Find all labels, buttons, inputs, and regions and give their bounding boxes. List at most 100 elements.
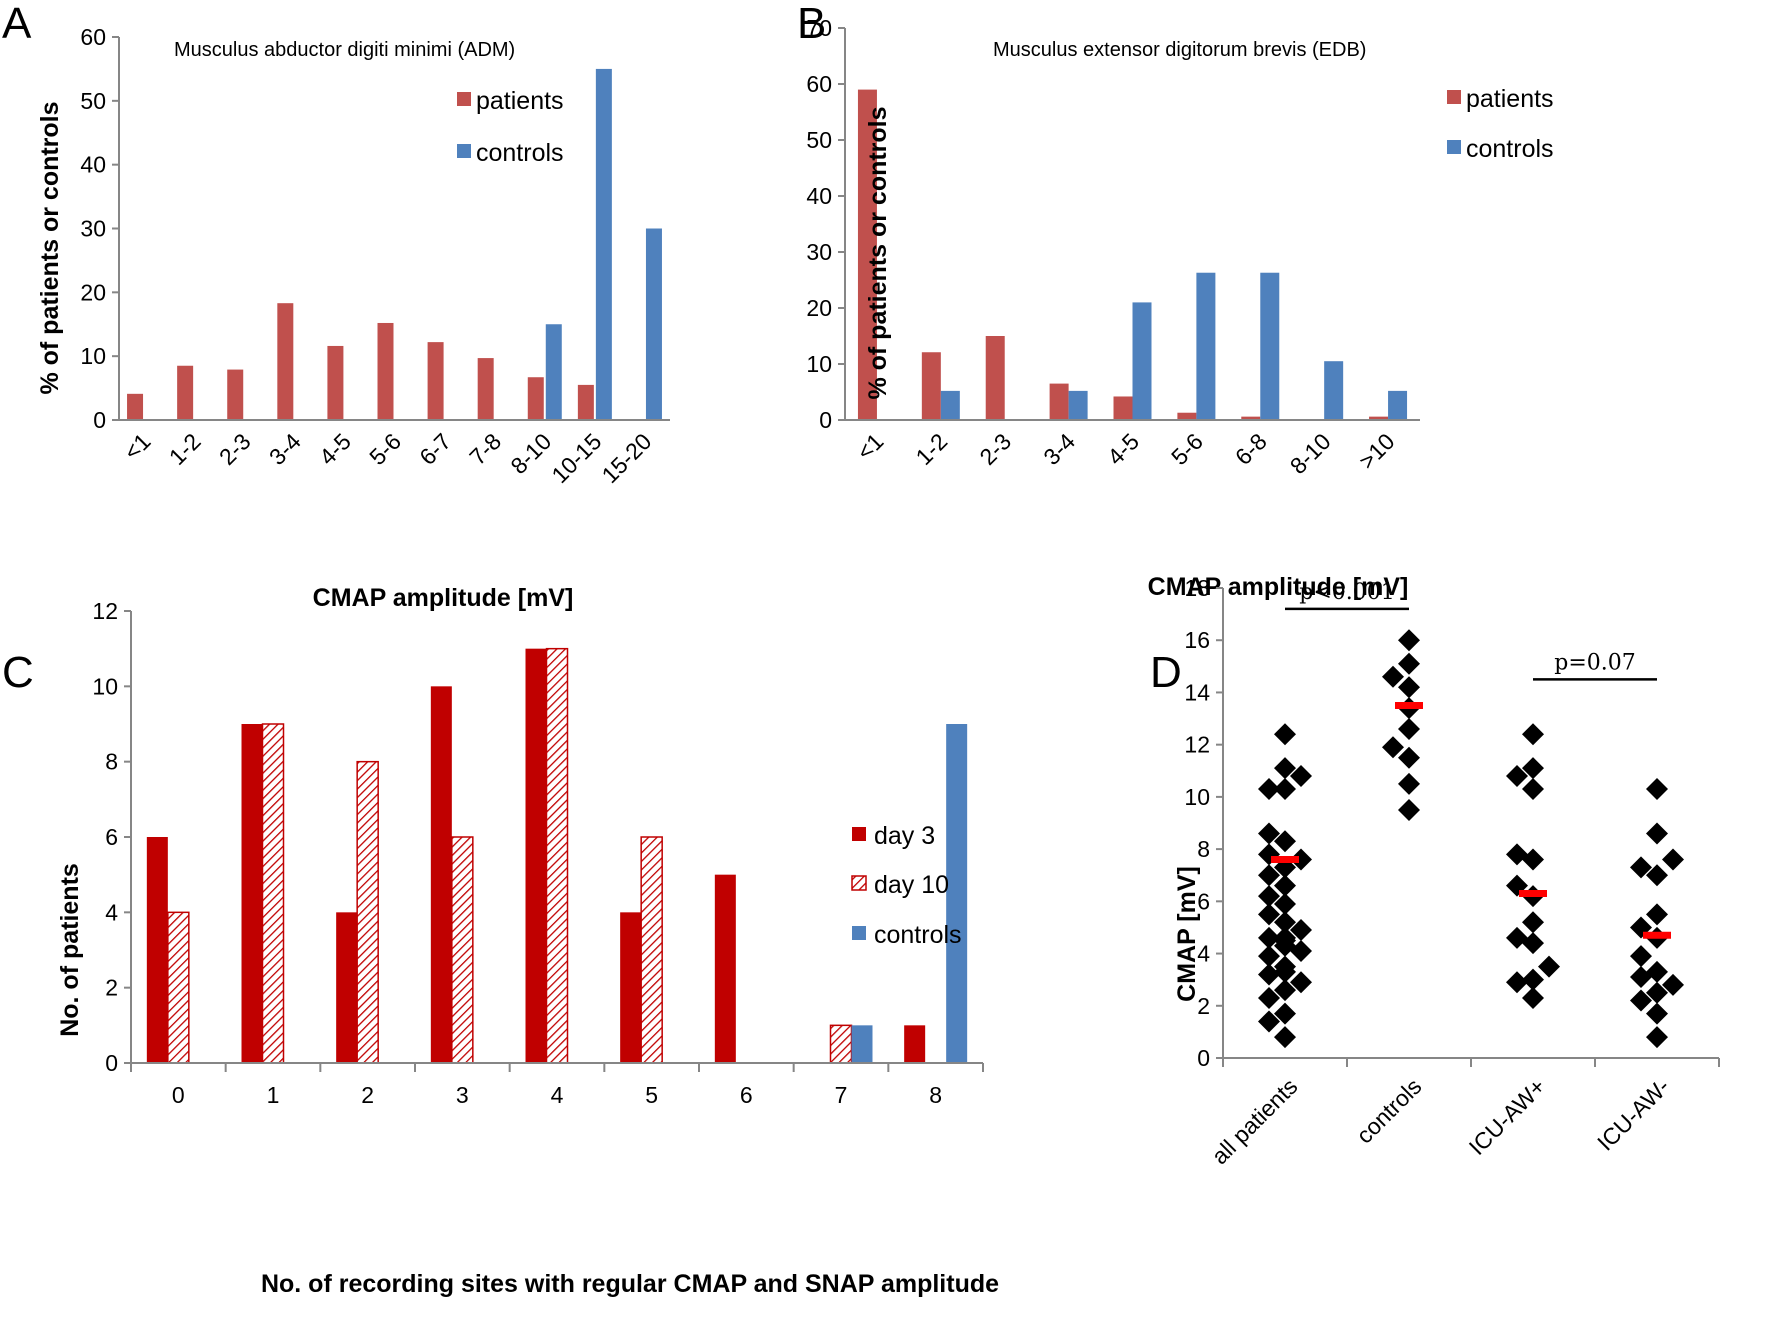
panel-c-bar-day-3-8 [904,1025,926,1063]
panel-a-bar-patients-2-3 [227,369,244,420]
panel-c-bar-day-10-7 [829,1024,853,1064]
panel-a-bar-controls-10-15 [595,68,612,421]
panel-d-point-controls [1382,665,1404,688]
panel-c-y-tick-label: 12 [92,598,118,624]
panel-a-x-tick-label: 1-2 [164,428,206,470]
panel-d-point-all-patients [1258,885,1280,908]
panel-b-bar-controls-1-2 [940,390,960,420]
panel-a-y-tick-label: 30 [80,216,106,242]
panel-d-point-controls [1398,772,1420,795]
panel-c-legend-controls-label: controls [874,921,962,949]
panel-a-bar-controls-8-10 [545,324,562,420]
panel-a-bar-patients-8-10 [527,377,544,420]
panel-d-point-all-patients [1274,757,1296,780]
panel-d-x-tick-label: all patients [1206,1073,1302,1169]
panel-c-bar-day-10-4 [545,647,569,1064]
panel-d-point-controls [1398,676,1420,699]
panel-b-axes [838,27,1420,421]
panel-c-legend-day3-label: day 3 [874,822,935,850]
panel-a-legend-patients-swatch [457,92,471,106]
panel-d-x-tick-label: controls [1351,1073,1426,1148]
panel-b-bar-patients-5-6 [1177,412,1197,420]
panel-d-y-tick-label: 16 [1184,627,1210,653]
panel-a-x-tick-label: 15-20 [597,428,657,488]
panel-d-point-all-patients [1290,919,1312,942]
panel-c-bar-day-3-4 [525,648,547,1063]
panel-d-chart: p<0.001 p=0.07 0 2 4 6 8 10 12 14 16 18 all patien… [1173,575,1720,1169]
panel-d-point-all-patients [1290,765,1312,787]
panel-b-bar-patients-3-4 [1049,383,1069,420]
panel-c-x-tick-label: 5 [645,1082,658,1108]
panel-d-x-tick-label: ICU-AW+ [1464,1073,1551,1160]
panel-d-point-controls [1398,746,1420,769]
panel-b-x-tick-label: 5-6 [1166,428,1208,470]
panel-d-point-all-patients [1258,945,1280,968]
panel-c-y-tick-label: 8 [105,749,118,775]
panel-b-x-axis-label: CMAP amplitude [mV] [1148,573,1409,601]
panel-a-x-axis-label: CMAP amplitude [mV] [313,584,574,612]
panel-a-bar-patients-1-2 [177,365,194,420]
panel-c-x-tick-label: 6 [740,1082,753,1108]
panel-c-bar-day-3-2 [336,912,358,1063]
panel-d-point-all-patients [1274,892,1296,915]
panel-d-y-tick-label: 14 [1184,679,1210,705]
panel-d-point-icu-aw [1662,973,1684,996]
panel-c-bar-controls-7 [851,1025,873,1063]
panel-d-point-icu-aw [1522,778,1544,801]
panel-b-bar-controls-4-5 [1132,302,1152,420]
panel-d-point-all-patients [1274,955,1296,978]
panel-b-y-tick-label: 70 [806,15,832,41]
panel-d-point-all-patients [1258,864,1280,887]
panel-a-title: Musculus abductor digiti minimi (ADM) [174,39,515,61]
panel-d-point-controls [1382,736,1404,759]
panel-a-legend: patients controls [457,87,564,167]
panel-d-axes [1216,587,1720,1067]
panel-c-y-ticks: 0 2 4 6 8 10 12 [92,598,118,1076]
panel-b-bar-controls-5-6 [1196,272,1216,420]
panel-d-point-icu-aw [1630,856,1652,879]
panel-c-x-tick-label: 3 [456,1082,469,1108]
panel-c-legend-day3-swatch [852,827,866,841]
panel-a-y-axis-label: % of patients or controls [36,101,64,394]
panel-b-chart: Musculus extensor digitorum brevis (EDB)… [806,15,1553,601]
panel-d-point-icu-aw [1630,989,1652,1012]
panel-d-point-controls [1398,652,1420,675]
panel-d-point-all-patients [1274,1026,1296,1049]
panel-d-significance-annotations: p<0.001 p=0.07 [1285,580,1657,681]
panel-b-x-ticks: <1 1-2 2-3 3-4 4-5 5-6 6-8 8-10 >10 [852,428,1400,479]
panel-c-y-tick-label: 6 [105,824,118,850]
panel-a-bar-patients-10-15 [577,384,594,420]
panel-c-bar-day-3-6 [714,874,736,1063]
panel-d-point-all-patients [1258,986,1280,1009]
panel-b-bar-controls-6-8 [1260,272,1280,420]
panel-d-point-icu-aw [1646,1026,1668,1049]
panel-d-y-ticks: 0 2 4 6 8 10 12 14 16 18 [1184,575,1210,1071]
panel-d-point-icu-aw [1646,1002,1668,1025]
panel-a-bar-patients-7-8 [477,358,494,420]
panel-c-y-axis-label: No. of patients [56,863,84,1037]
panel-b-y-tick-label: 50 [806,127,832,153]
panel-b-title: Musculus extensor digitorum brevis (EDB) [993,39,1366,61]
panel-d-y-tick-label: 4 [1197,941,1210,967]
panel-d-point-all-patients [1274,874,1296,897]
panel-c-x-tick-label: 0 [172,1082,185,1108]
panel-d-points [1258,629,1684,1049]
panel-d-point-icu-aw [1506,926,1528,949]
panel-c-bar-day-10-1 [261,723,285,1064]
panel-b-x-tick-label: <1 [852,428,889,465]
panel-c-y-tick-label: 4 [105,899,118,925]
panel-b-bar-controls-8-10 [1324,361,1344,420]
panel-d-point-icu-aw [1522,757,1544,780]
panel-d-medians [1271,702,1671,939]
panel-c-legend: day 3 day 10 controls [851,822,962,949]
panel-d-x-ticks: all patients controls ICU-AW+ ICU-AW- [1206,1073,1674,1169]
panel-b-x-tick-label: 1-2 [910,428,952,470]
panel-b-bar-patients-2-3 [985,336,1005,420]
panel-b-bars [857,89,1408,420]
panel-d-point-controls [1398,798,1420,821]
panel-d-point-all-patients [1258,926,1280,949]
panel-a-x-tick-label: 6-7 [414,428,456,470]
panel-c-x-tick-label: 4 [551,1082,564,1108]
